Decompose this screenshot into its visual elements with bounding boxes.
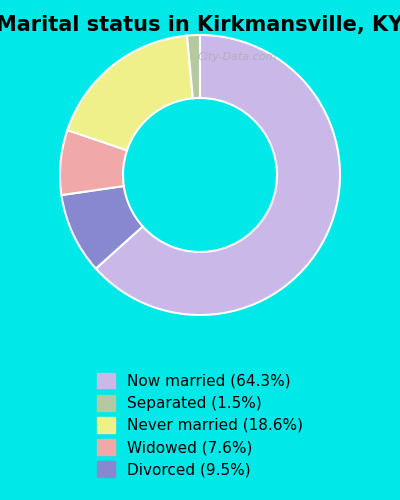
Text: Marital status in Kirkmansville, KY: Marital status in Kirkmansville, KY [0,15,400,35]
Wedge shape [67,36,193,150]
Text: City-Data.com: City-Data.com [198,52,277,62]
Legend: Now married (64.3%), Separated (1.5%), Never married (18.6%), Widowed (7.6%), Di: Now married (64.3%), Separated (1.5%), N… [89,365,311,485]
Wedge shape [187,35,200,98]
Wedge shape [60,130,127,195]
Wedge shape [62,186,143,268]
Wedge shape [96,35,340,315]
